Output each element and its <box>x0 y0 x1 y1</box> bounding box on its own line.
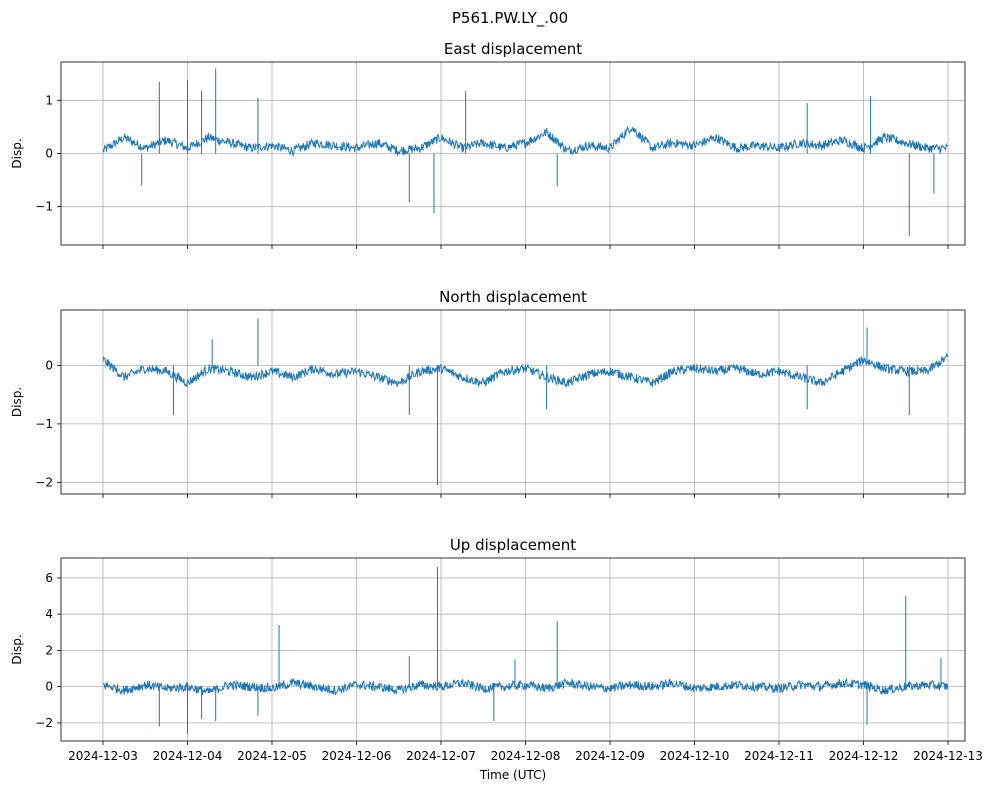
axes-frame <box>60 61 966 246</box>
x-tick-label: 2024-12-05 <box>237 749 307 763</box>
x-tick-label: 2024-12-08 <box>491 749 561 763</box>
y-tick-label: 6 <box>45 571 53 585</box>
x-tick-label: 2024-12-03 <box>68 749 138 763</box>
subplot-title: East displacement <box>444 40 582 58</box>
y-tick-label: 0 <box>45 358 53 372</box>
y-tick-label: −1 <box>35 200 53 214</box>
y-axis-label: Disp. <box>10 138 24 168</box>
axes-frame <box>60 309 966 495</box>
y-tick-label: 4 <box>45 607 53 621</box>
subplot-title: Up displacement <box>450 536 576 554</box>
y-tick-label: −2 <box>35 475 53 489</box>
x-tick-label: 2024-12-11 <box>744 749 814 763</box>
x-tick-label: 2024-12-13 <box>913 749 983 763</box>
subplot-2: −2 −1 0 North displacement Disp. <box>10 288 966 498</box>
y-tick-label: −1 <box>35 417 53 431</box>
x-tick-label: 2024-12-10 <box>660 749 730 763</box>
subplot-title: North displacement <box>439 288 587 306</box>
y-tick-label: 1 <box>45 93 53 107</box>
y-axis-label: Disp. <box>10 387 24 417</box>
subplot-3: −2 0 2 4 6 Up displacement Disp. 2024-12-03 2024… <box>10 536 983 782</box>
x-tick-label: 2024-12-09 <box>575 749 645 763</box>
subplot-1: −1 0 1 East displacement Disp. <box>10 40 966 249</box>
series-line <box>102 677 949 696</box>
x-axis-label: Time (UTC) <box>479 768 546 782</box>
x-tick-label: 2024-12-04 <box>153 749 223 763</box>
x-tick-label: 2024-12-06 <box>322 749 392 763</box>
x-tick-label: 2024-12-07 <box>406 749 476 763</box>
subplots: −1 0 1 East displacement Disp. −2 −1 0 North dis… <box>10 40 983 782</box>
y-axis-label: Disp. <box>10 634 24 664</box>
x-tick-label: 2024-12-12 <box>829 749 899 763</box>
y-tick-label: 0 <box>45 680 53 694</box>
y-tick-label: −2 <box>35 716 53 730</box>
axes-frame <box>60 557 966 742</box>
y-tick-label: 2 <box>45 643 53 657</box>
y-tick-label: 0 <box>45 147 53 161</box>
figure-suptitle: P561.PW.LY_.00 <box>452 9 568 28</box>
